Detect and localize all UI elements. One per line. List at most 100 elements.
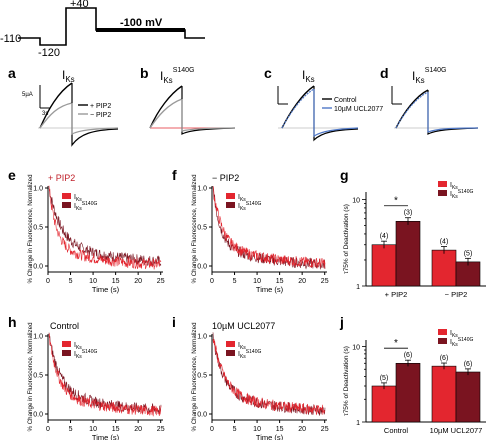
panel-c-title: IKs — [302, 68, 315, 84]
trace-panel-h: 1.0 0.5 0.00 5 10 15 20 25 Time (s) % Change in F… — [27, 322, 165, 440]
category-label: + PIP2 — [385, 290, 408, 299]
legend-swatch-wt — [438, 181, 447, 187]
protocol-step-label: +40 — [70, 0, 89, 10]
y-tick-label: 0.5 — [33, 373, 43, 380]
scale-time-label: 3s — [42, 111, 48, 117]
panel-letter-h: h — [8, 314, 17, 330]
x-tick-label: 10 — [253, 426, 261, 433]
x-tick-label: 0 — [210, 426, 214, 433]
panel-letter-g: g — [340, 167, 349, 183]
n-label: (5) — [464, 250, 473, 257]
x-tick-label: 0 — [46, 426, 50, 433]
protocol-tail-label: -100 mV — [120, 17, 163, 29]
trace-panel-e: 1.0 0.5 0.00 5 10 15 20 25 Time (s) % Change in F… — [27, 174, 165, 294]
x-tick-label: 25 — [321, 278, 329, 285]
n-label: (3) — [404, 210, 413, 217]
legend-swatch-wt — [62, 193, 71, 199]
n-label: (4) — [380, 233, 389, 240]
protocol-hold-label: -110 — [0, 33, 21, 45]
trace-panel-f: 1.0 0.5 0.00 5 10 15 20 25 Time (s) % Change in F… — [191, 174, 329, 294]
panel-b: b IKsS140G — [140, 65, 236, 135]
bar — [371, 385, 397, 423]
legend-label-wt: IKs — [74, 342, 82, 351]
x-axis-label: Time (s) — [92, 285, 120, 294]
x-tick-label: 15 — [112, 426, 120, 433]
trace-wildtype — [48, 333, 162, 417]
y-tick-label: 0.0 — [33, 412, 43, 419]
panel-c: c IKs Control 10µM UCL2077 — [264, 65, 383, 142]
y-axis-label: % Change in Fluorescence, Normalized — [27, 174, 34, 284]
x-tick-label: 0 — [46, 278, 50, 285]
legend-label-wt: IKs — [450, 330, 458, 339]
y-axis-label: % Change in Fluorescence, Normalized — [191, 322, 198, 432]
bar — [455, 371, 481, 423]
category-label: Control — [384, 426, 409, 435]
x-tick-label: 5 — [69, 426, 73, 433]
bar — [395, 362, 421, 423]
x-tick-label: 15 — [276, 426, 284, 433]
legend-swatch-mut — [62, 202, 71, 208]
legend-label-mut: IKsS140G — [238, 201, 261, 212]
legend-swatch-mut — [438, 338, 447, 344]
panel-a: a IKs 5µA 3s + PIP2 − PIP2 — [8, 65, 119, 147]
x-tick-label: 5 — [69, 278, 73, 285]
panel-a-title: IKs — [62, 68, 75, 84]
legend-label-wt: IKs — [238, 342, 246, 351]
trace-wildtype — [212, 186, 326, 269]
legend-ucl: 10µM UCL2077 — [334, 106, 383, 113]
x-axis-label: Time (s) — [92, 433, 120, 440]
x-tick-label: 5 — [233, 278, 237, 285]
legend-label-wt: IKs — [450, 182, 458, 191]
legend-plus-pip2: + PIP2 — [90, 103, 111, 110]
bar — [371, 244, 397, 287]
panel-letter-e: e — [8, 167, 16, 183]
x-tick-label: 20 — [134, 426, 142, 433]
x-axis-label: Time (s) — [256, 433, 284, 440]
panel-b-title: IKsS140G — [160, 67, 194, 85]
legend-minus-pip2: − PIP2 — [90, 112, 111, 119]
trace-wildtype — [212, 339, 326, 416]
panel-letter-b: b — [140, 65, 149, 81]
legend-swatch-mut — [62, 350, 71, 356]
panel-f-title: − PIP2 — [212, 173, 239, 183]
legend-swatch-mut — [438, 190, 447, 196]
y-tick-label: 1.0 — [197, 186, 207, 193]
x-tick-label: 20 — [298, 426, 306, 433]
voltage-protocol: -110 -120 +40 -100 mV — [0, 0, 205, 59]
x-tick-label: 10 — [253, 278, 261, 285]
y-axis-label: % Change in Fluorescence, Normalized — [191, 174, 198, 284]
bar — [455, 261, 481, 287]
legend-label-mut: IKsS140G — [74, 201, 97, 212]
x-tick-label: 5 — [233, 426, 237, 433]
x-tick-label: 25 — [157, 426, 165, 433]
legend-label-wt: IKs — [238, 194, 246, 203]
panel-d-title: IKsS140G — [412, 67, 446, 85]
y-tick-label: 0.0 — [197, 412, 207, 419]
significance-marker: * — [394, 338, 398, 349]
bar — [395, 220, 421, 287]
x-tick-label: 25 — [157, 278, 165, 285]
y-tick-label: 1 — [356, 420, 360, 427]
y-tick-label: 10 — [352, 198, 360, 205]
x-tick-label: 10 — [89, 426, 97, 433]
panel-letter-c: c — [264, 65, 272, 81]
x-axis-label: Time (s) — [256, 285, 284, 294]
legend-swatch-wt — [226, 341, 235, 347]
y-axis-label: τ75% of Deactivation (s) — [343, 204, 350, 274]
y-tick-label: 0.0 — [197, 264, 207, 271]
n-label: (5) — [380, 375, 389, 382]
y-tick-label: 1 — [356, 284, 360, 291]
legend-label-mut: IKsS140G — [450, 337, 473, 348]
x-tick-label: 15 — [112, 278, 120, 285]
panel-e-title: + PIP2 — [48, 173, 75, 183]
category-label: 10µM UCL2077 — [430, 426, 483, 435]
scale-current-label: 5µA — [22, 92, 33, 98]
y-tick-label: 1.0 — [33, 186, 43, 193]
legend-swatch-wt — [62, 341, 71, 347]
panel-letter-i: i — [172, 314, 176, 330]
trace-panel-i: 1.0 0.5 0.00 5 10 15 20 25 Time (s) % Change in F… — [191, 322, 329, 440]
trace-wildtype — [48, 185, 162, 270]
